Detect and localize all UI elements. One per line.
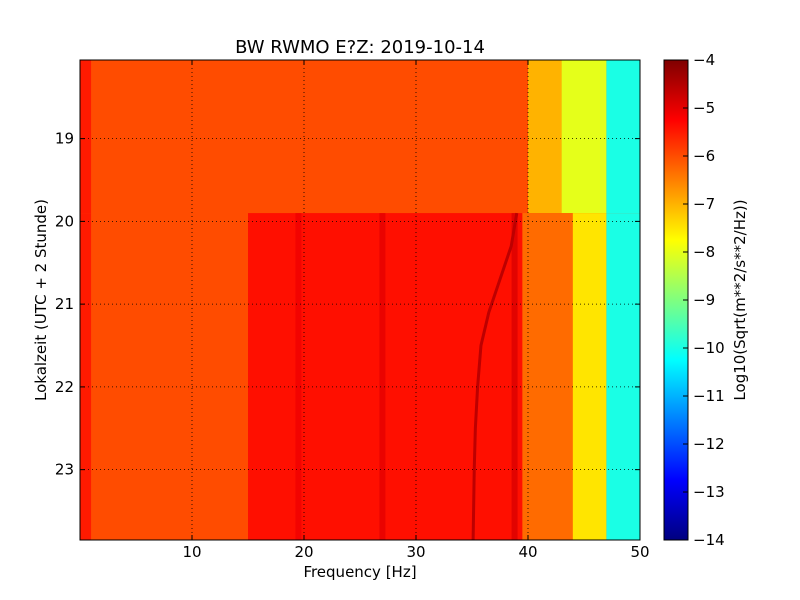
colorbar-tick-label: −9 <box>693 291 715 309</box>
heatmap-band-before <box>80 60 92 214</box>
colorbar-tick-label: −10 <box>693 339 725 357</box>
spectrogram-heatmap <box>80 60 640 540</box>
heatmap-band-after <box>522 213 573 540</box>
colorbar-tick-label: −8 <box>693 243 715 261</box>
x-tick-label: 20 <box>294 543 313 561</box>
colorbar-tick-label: −11 <box>693 387 725 405</box>
colorbar-tick-label: −14 <box>693 531 725 549</box>
y-axis-label: Lokalzeit (UTC + 2 Stunde) <box>32 199 50 401</box>
colorbar-ticks: −4 −5 −6 −7 −8 −9 −10 −11 −12 −13 −14 <box>683 51 725 549</box>
colorbar-label: Log10(Sqrt(m**2/s**2/Hz)) <box>731 199 749 400</box>
colorbar-tick-label: −6 <box>693 147 715 165</box>
chart-title: BW RWMO E?Z: 2019-10-14 <box>235 37 485 58</box>
y-tick-label: 21 <box>55 295 74 313</box>
x-tick-label: 40 <box>518 543 537 561</box>
heatmap-band-before <box>91 60 528 214</box>
x-axis-label: Frequency [Hz] <box>303 563 416 581</box>
y-tick-label: 22 <box>55 378 74 396</box>
heatmap-band-after <box>606 213 640 540</box>
heatmap-band-after <box>572 213 607 540</box>
y-tick-label: 20 <box>55 212 74 230</box>
drifting-line <box>471 212 519 540</box>
x-tick-label: 10 <box>182 543 201 561</box>
heatmap-dark-band <box>379 213 386 540</box>
x-tick-label: 50 <box>630 543 649 561</box>
heatmap-band-before <box>561 60 607 214</box>
colorbar-tick-label: −13 <box>693 483 725 501</box>
heatmap-band-before <box>606 60 640 214</box>
heatmap-dark-band <box>295 213 302 540</box>
y-axis-ticks: 19 20 21 22 23 <box>55 130 640 479</box>
colorbar-tick-label: −7 <box>693 195 715 213</box>
heatmap-band-after <box>80 213 92 540</box>
colorbar-tick-label: −4 <box>693 51 715 69</box>
x-axis-ticks: 10 20 30 40 50 <box>182 60 650 561</box>
heatmap-band-before <box>528 60 562 214</box>
heatmap-band-after <box>91 213 248 540</box>
colorbar-tick-label: −5 <box>693 99 715 117</box>
y-tick-label: 23 <box>55 461 74 479</box>
x-tick-label: 30 <box>406 543 425 561</box>
heatmap-dark-band <box>511 213 518 540</box>
plot-frame <box>79 59 641 541</box>
y-tick-label: 19 <box>55 130 74 148</box>
colorbar-tick-label: −12 <box>693 435 725 453</box>
